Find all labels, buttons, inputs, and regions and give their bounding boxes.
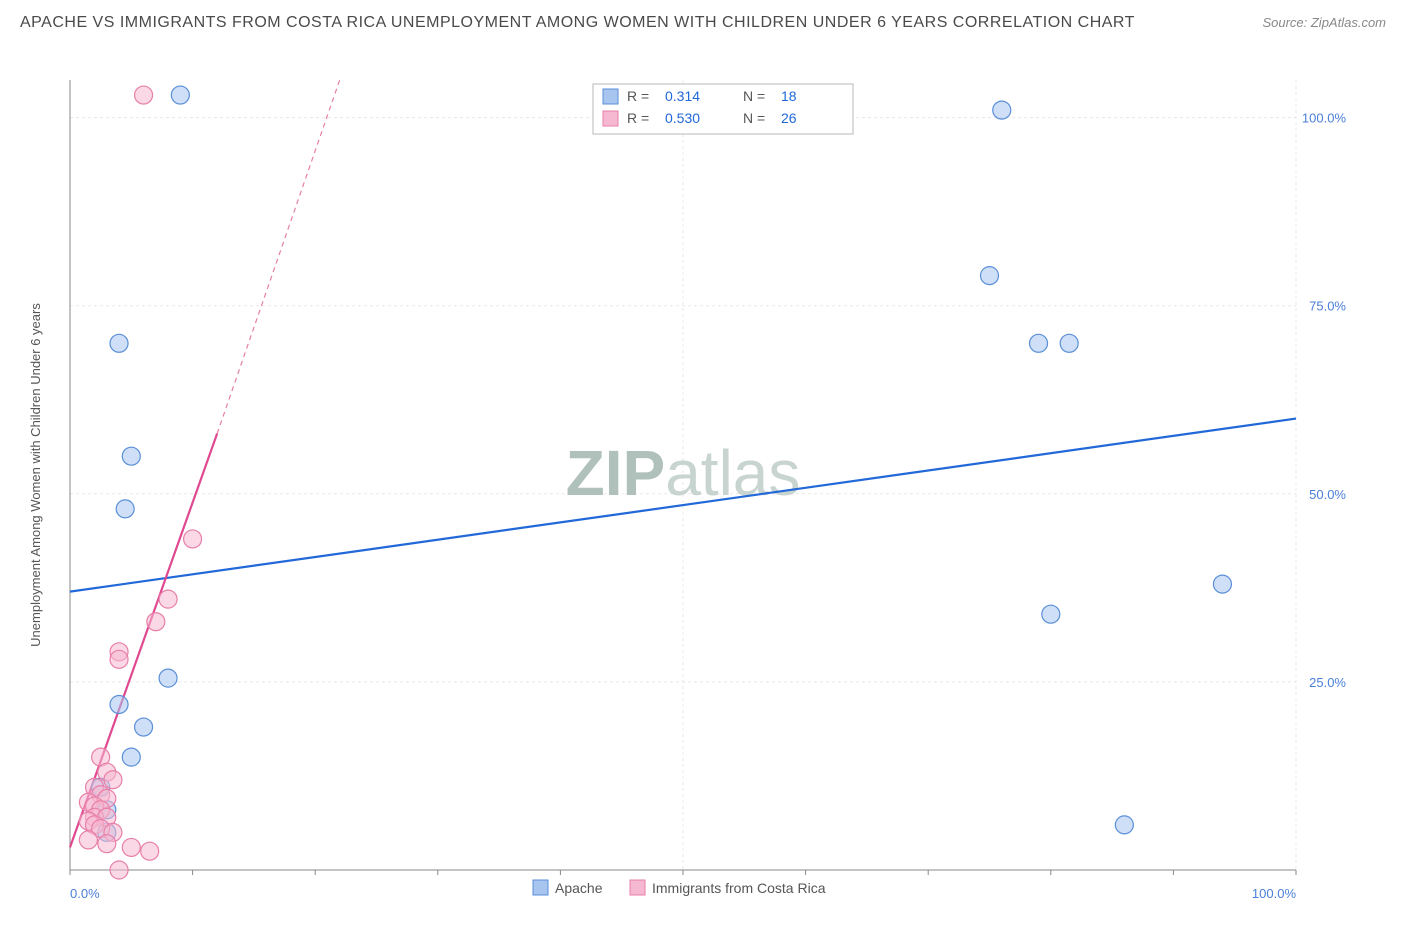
scatter-point — [122, 748, 140, 766]
stats-r-label: R = — [627, 110, 649, 126]
stats-r-label: R = — [627, 88, 649, 104]
scatter-point — [184, 530, 202, 548]
scatter-point — [135, 718, 153, 736]
y-tick-label: 100.0% — [1302, 111, 1347, 126]
legend-label: Immigrants from Costa Rica — [652, 880, 826, 896]
legend-swatch — [603, 89, 618, 104]
scatter-point — [1030, 334, 1048, 352]
watermark: ZIPatlas — [566, 437, 801, 509]
scatter-chart: 25.0% 50.0% 75.0% 100.0% 0.0% 100.0% ZIPatlas U… — [20, 70, 1386, 930]
legend-swatch — [533, 880, 548, 895]
scatter-point — [171, 86, 189, 104]
chart-title: APACHE VS IMMIGRANTS FROM COSTA RICA UNE… — [20, 12, 1242, 34]
regression-line-dash — [217, 80, 340, 434]
y-tick-label: 25.0% — [1309, 675, 1346, 690]
scatter-point — [116, 500, 134, 518]
scatter-point — [1115, 816, 1133, 834]
scatter-point — [981, 267, 999, 285]
scatter-point — [110, 334, 128, 352]
scatter-point — [147, 613, 165, 631]
scatter-point — [159, 590, 177, 608]
stats-r-value: 0.530 — [665, 110, 700, 126]
scatter-point — [110, 650, 128, 668]
scatter-point — [135, 86, 153, 104]
legend-label: Apache — [555, 880, 603, 896]
scatter-point — [993, 101, 1011, 119]
stats-r-value: 0.314 — [665, 88, 700, 104]
x-tick-label: 100.0% — [1252, 886, 1297, 901]
scatter-point — [122, 838, 140, 856]
x-tick-label: 0.0% — [70, 886, 100, 901]
stats-n-value: 26 — [781, 110, 797, 126]
scatter-point — [122, 447, 140, 465]
scatter-point — [1042, 605, 1060, 623]
scatter-point — [1213, 575, 1231, 593]
stats-n-label: N = — [743, 88, 765, 104]
source-attribution: Source: ZipAtlas.com — [1262, 15, 1386, 34]
legend-swatch — [630, 880, 645, 895]
y-axis-label: Unemployment Among Women with Children U… — [28, 303, 43, 647]
scatter-point — [104, 771, 122, 789]
y-tick-label: 50.0% — [1309, 487, 1346, 502]
scatter-point — [159, 669, 177, 687]
legend-swatch — [603, 111, 618, 126]
stats-n-label: N = — [743, 110, 765, 126]
scatter-point — [110, 695, 128, 713]
scatter-point — [141, 842, 159, 860]
stats-n-value: 18 — [781, 88, 797, 104]
scatter-point — [110, 861, 128, 879]
scatter-point — [79, 831, 97, 849]
scatter-point — [98, 835, 116, 853]
scatter-point — [1060, 334, 1078, 352]
y-tick-label: 75.0% — [1309, 299, 1346, 314]
